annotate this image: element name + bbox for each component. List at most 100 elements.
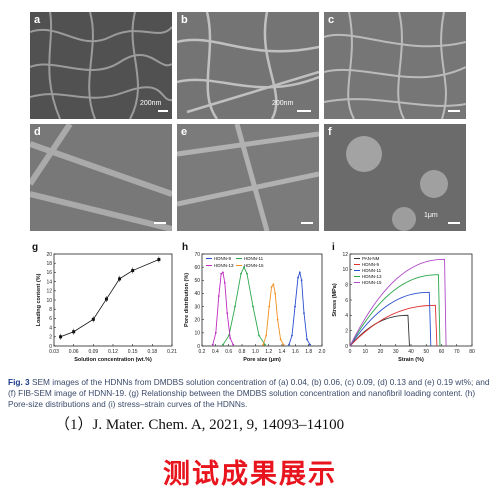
x-tick-label: 70 <box>454 349 460 355</box>
data-point <box>276 318 279 321</box>
series-line-hdnn-9 <box>288 270 311 345</box>
y-tick-label: 20 <box>194 318 200 324</box>
x-tick-label: 50 <box>423 349 429 355</box>
sem-image-f <box>324 124 466 231</box>
legend-label: HDNN-9 <box>214 256 231 261</box>
x-tick-label: 0 <box>349 349 352 355</box>
sem-panel-d: d <box>30 124 172 231</box>
citation: （1）J. Mater. Chem. A, 2021, 9, 14093–141… <box>55 417 345 433</box>
data-point <box>211 343 214 346</box>
data-point <box>217 295 220 297</box>
data-point <box>226 312 229 315</box>
data-point <box>270 285 273 288</box>
panel-label-c: c <box>328 14 335 26</box>
y-tick-label: 8 <box>49 307 52 313</box>
data-point <box>243 266 245 269</box>
series-line-hdnn-11 <box>349 291 432 347</box>
panel-label-h: h <box>182 242 188 253</box>
chart-g-container: g 0.03 0.06 0.09 0.12 0.15 0.18 0.21 0 2 4 6 8 10 12 14… <box>30 240 178 375</box>
y-tick-label: 10 <box>194 331 200 337</box>
x-tick-label: 30 <box>393 349 399 355</box>
y-tick-label: 4 <box>49 325 52 331</box>
data-point <box>265 334 268 337</box>
sem-panel-b: b 200nm <box>177 12 319 119</box>
figure-caption-text: SEM images of the HDNNs from DMDBS solut… <box>8 377 490 409</box>
figure-label: Fig. 3 <box>8 377 30 387</box>
figure-caption: Fig. 3 SEM images of the HDNNs from DMDB… <box>8 377 494 410</box>
x-tick-label: 1.6 <box>292 349 299 355</box>
banner-title: 测试成果展示 <box>163 459 337 490</box>
scale-text-f: 1μm <box>424 212 438 219</box>
scale-bar-e <box>301 222 313 224</box>
data-point <box>279 338 282 341</box>
panel-label-b: b <box>181 14 188 26</box>
x-tick-label: 0.4 <box>212 349 219 355</box>
legend-label: HDNN-9 <box>362 262 379 267</box>
sem-image-a <box>30 12 172 119</box>
y-tick-label: 2 <box>49 335 52 341</box>
y-tick-label: 12 <box>46 289 52 295</box>
x-tick-label: 1.4 <box>279 349 286 355</box>
x-tick-label: 0.8 <box>239 349 246 355</box>
y-tick-label: 8 <box>345 282 348 288</box>
scale-text-b: 200nm <box>272 100 294 107</box>
data-point <box>309 343 311 346</box>
x-axis-label: Solution concentration (wt.%) <box>74 357 152 363</box>
series-line-hdnn-13 <box>212 271 234 345</box>
legend-label: HDNN-13 <box>214 263 234 268</box>
series-line-hdnn-15 <box>349 258 447 347</box>
x-axis-label: Pore size (μm) <box>243 357 281 363</box>
scale-bar-a <box>158 110 168 112</box>
x-tick-label: 0.21 <box>167 349 177 355</box>
y-axis-label: Stress (MPa) <box>332 283 338 316</box>
scale-text-a: 200nm <box>140 100 162 107</box>
data-point <box>272 283 275 286</box>
data-point <box>246 272 248 275</box>
y-tick-label: 0 <box>197 344 200 350</box>
panel-label-a: a <box>34 14 41 26</box>
x-tick-label: 40 <box>408 349 414 355</box>
series-line-hdnn-13 <box>349 274 441 347</box>
x-tick-label: 1.8 <box>305 349 312 355</box>
y-tick-label: 50 <box>194 278 200 284</box>
x-tick-label: 0.2 <box>199 349 206 355</box>
sem-panel-f: f 1μm <box>324 124 466 231</box>
scale-bar-b <box>297 110 311 112</box>
y-tick-label: 60 <box>194 265 200 271</box>
sem-panel-a: a 200nm <box>30 12 172 119</box>
x-tick-label: 10 <box>362 349 368 355</box>
sem-panel-e: e <box>177 124 319 231</box>
x-tick-label: 0.06 <box>69 349 79 355</box>
y-tick-label: 14 <box>46 279 52 285</box>
scale-bar-f <box>448 222 460 224</box>
data-point <box>264 343 266 346</box>
sem-image-e <box>177 124 319 231</box>
sem-image-d <box>30 124 172 231</box>
data-point <box>232 343 235 346</box>
y-tick-label: 70 <box>194 252 200 258</box>
x-tick-label: 0.12 <box>108 349 118 355</box>
y-tick-label: 0 <box>345 344 348 350</box>
y-tick-label: 12 <box>342 252 348 258</box>
y-tick-label: 40 <box>194 291 200 297</box>
y-tick-label: 10 <box>342 267 348 273</box>
y-tick-label: 2 <box>345 328 348 334</box>
legend-label: HDNN-15 <box>362 280 382 285</box>
data-point <box>298 271 301 274</box>
x-tick-label: 0.18 <box>147 349 157 355</box>
legend-label: HDNN-11 <box>244 256 264 261</box>
x-axis-label: Strain (%) <box>398 357 424 363</box>
x-tick-label: 1.2 <box>265 349 272 355</box>
y-tick-label: 20 <box>46 252 52 258</box>
x-tick-label: 0.03 <box>49 349 59 355</box>
x-tick-label: 60 <box>439 349 445 355</box>
legend-label: HDNN-15 <box>244 263 264 268</box>
data-point <box>288 343 290 346</box>
y-axis-label: Pore distribution (%) <box>184 273 190 327</box>
data-point <box>268 305 271 308</box>
data-point <box>222 343 224 346</box>
legend-label: PAN-NM <box>362 256 380 261</box>
y-tick-label: 0 <box>49 344 52 350</box>
data-point <box>222 271 224 274</box>
scale-bar-c <box>448 110 460 112</box>
